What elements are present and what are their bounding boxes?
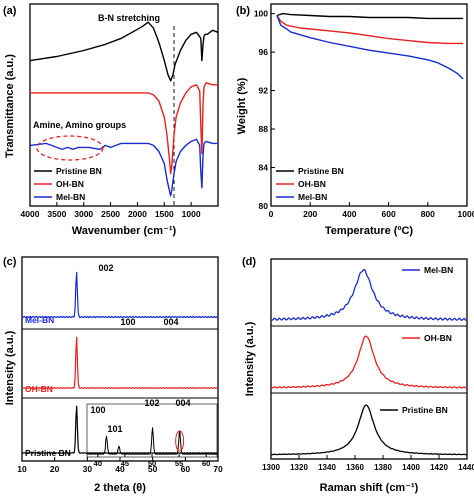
panel-d: (d) 1300 1320 1340 1360 1380 1400 1420 1440 Mel… [242,256,474,494]
panel-d-xtick-label-3: 1360 [346,463,364,472]
panel-a-xtick-label-0: 4000 [21,209,40,219]
panel-b-series-1 [276,15,464,45]
panel-c-inset-tick-label-0: 40 [94,459,102,468]
panel-a-legend-oh: OH-BN [56,179,84,189]
panel-c-series-1 [21,336,219,389]
panel-c-xlabel: 2 theta (θ) [94,482,146,494]
panel-c-xtick-label-0: 10 [17,464,27,474]
panel-d-label: (d) [242,256,256,268]
panel-c-inset-tick-label-1: 45 [121,459,129,468]
panel-b-xtick-label-1: 200 [303,209,317,219]
panel-a-annotation-amine: Amine, Amino groups [33,120,126,130]
panel-c-label-pristine: Pristine BN [25,448,71,458]
panel-b-xtick-label-3: 600 [382,209,396,219]
panel-b-ytick-label-4: 96 [259,47,269,57]
panel-b-xtick-label-5: 1000 [458,209,474,219]
panel-b-xtick-label-2: 400 [342,209,356,219]
panel-b-legend: Pristine BN OH-BN Mel-BN [276,166,344,202]
panel-d-xtick-label-5: 1400 [402,463,420,472]
panel-a-xtick-label-1: 3500 [47,209,66,219]
panel-b-ytick-label-3: 92 [259,86,269,96]
panel-b-legend-pristine: Pristine BN [298,166,344,176]
panel-a-xtick-label-3: 2500 [101,209,120,219]
panel-c-xtick-label-2: 30 [83,464,93,474]
panel-d-series-2 [270,404,467,456]
panel-c-inset-tick-label-3: 55 [175,459,183,468]
panel-c-inset-label-100: 100 [90,405,105,415]
panel-a-xtick-label-2: 3000 [74,209,93,219]
panel-c-inset-series [86,427,218,455]
panel-a-xtick-label-5: 1500 [155,209,174,219]
panel-a-xtick-label-6: 1000 [182,209,201,219]
panel-d-xtick-label-4: 1380 [374,463,392,472]
panel-d-frame [270,258,468,460]
panel-d-legend-pristine: Pristine BN [402,405,448,415]
panel-a-legend: Pristine BN OH-BN Mel-BN [34,166,102,202]
panel-d-series-1 [270,335,467,389]
panel-c-inset-label-004: 004 [175,398,190,408]
panel-d-legend-oh: OH-BN [424,333,452,343]
panel-d-legend-mel: Mel-BN [424,265,453,275]
panel-c-xtick-label-4: 50 [148,464,158,474]
panel-b-legend-oh: OH-BN [298,179,326,189]
panel-d-ylabel: Intensity (a.u.) [244,321,256,396]
panel-d-xlabel: Raman shift (cm⁻¹) [320,482,419,494]
panel-c-xtick-label-6: 70 [213,464,223,474]
panel-a-xtick-label-4: 2000 [128,209,147,219]
panel-b-series-2 [276,15,464,80]
panel-d-xtick-label-1: 1320 [290,463,308,472]
panel-a-amine-ellipse [36,135,104,161]
panel-c-inset-highlight [175,430,185,452]
panel-b-frame [270,3,468,207]
panel-d-xtick-label-0: 1300 [262,463,280,472]
panel-d-series-0 [270,268,468,321]
panel-a-xlabel: Wavenumber (cm⁻¹) [72,225,177,237]
panel-b-series-0 [276,12,464,20]
panel-a-annotation-bn-stretching: B-N stretching [98,13,160,23]
panel-d-legend: Mel-BN OH-BN Pristine BN [380,265,453,415]
panel-c-xtick-label-3: 40 [115,464,125,474]
panel-d-xtick-label-7: 1440 [458,463,474,472]
panel-b-xtick-label-0: 0 [269,209,274,219]
panel-b-xlabel: Temperature (ºC) [325,225,413,237]
panel-c-peak-label-004: 004 [163,317,178,327]
panel-a: (a) 4000 3500 3000 2500 2000 1500 1000 B-N str… [3,3,219,237]
panel-c-label-mel: Mel-BN [25,315,54,325]
panel-b-ytick-label-0: 80 [259,201,269,211]
panel-a-legend-pristine: Pristine BN [56,166,102,176]
panel-a-series-0 [29,21,219,82]
panel-a-series-2 [29,138,218,197]
panel-c-xtick-label-5: 60 [181,464,191,474]
panel-a-legend-mel: Mel-BN [56,192,85,202]
panel-c-peak-label-100: 100 [120,317,135,327]
panel-c-series-0 [21,271,219,319]
panel-a-series-1 [30,82,218,175]
panel-c-peak-label-002: 002 [98,263,113,273]
panel-a-ylabel: Transmittance (a.u.) [4,54,16,158]
panel-b-ytick-label-2: 88 [259,124,269,134]
panel-c-inset-label-102: 102 [144,398,159,408]
panel-b-label: (b) [236,5,250,17]
panel-b-ytick-label-5: 100 [254,9,268,19]
panel-b-xtick-label-4: 800 [421,209,435,219]
panel-c-ylabel: Intensity (a.u.) [4,330,16,405]
panel-c-series-2 [21,405,219,454]
panel-a-label: (a) [3,5,17,17]
panel-b: (b) 0 200 400 600 800 1000 80 84 88 92 96 100 Prist… [236,3,474,237]
panel-c-inset-label-101: 101 [107,424,122,434]
panel-d-xtick-label-2: 1340 [318,463,336,472]
panel-c-inset-tick-label-4: 60 [202,459,210,468]
panel-c-label: (c) [3,256,17,268]
panel-b-ytick-label-1: 84 [259,163,269,173]
panel-c-inset-tick-label-2: 50 [148,459,156,468]
panel-c-xtick-label-1: 20 [50,464,60,474]
panel-c-label-oh: OH-BN [25,384,53,394]
panel-b-ylabel: Weight (%) [236,77,248,134]
panel-b-legend-mel: Mel-BN [298,192,327,202]
panel-a-frame [29,3,219,207]
panel-d-xtick-label-6: 1420 [430,463,448,472]
